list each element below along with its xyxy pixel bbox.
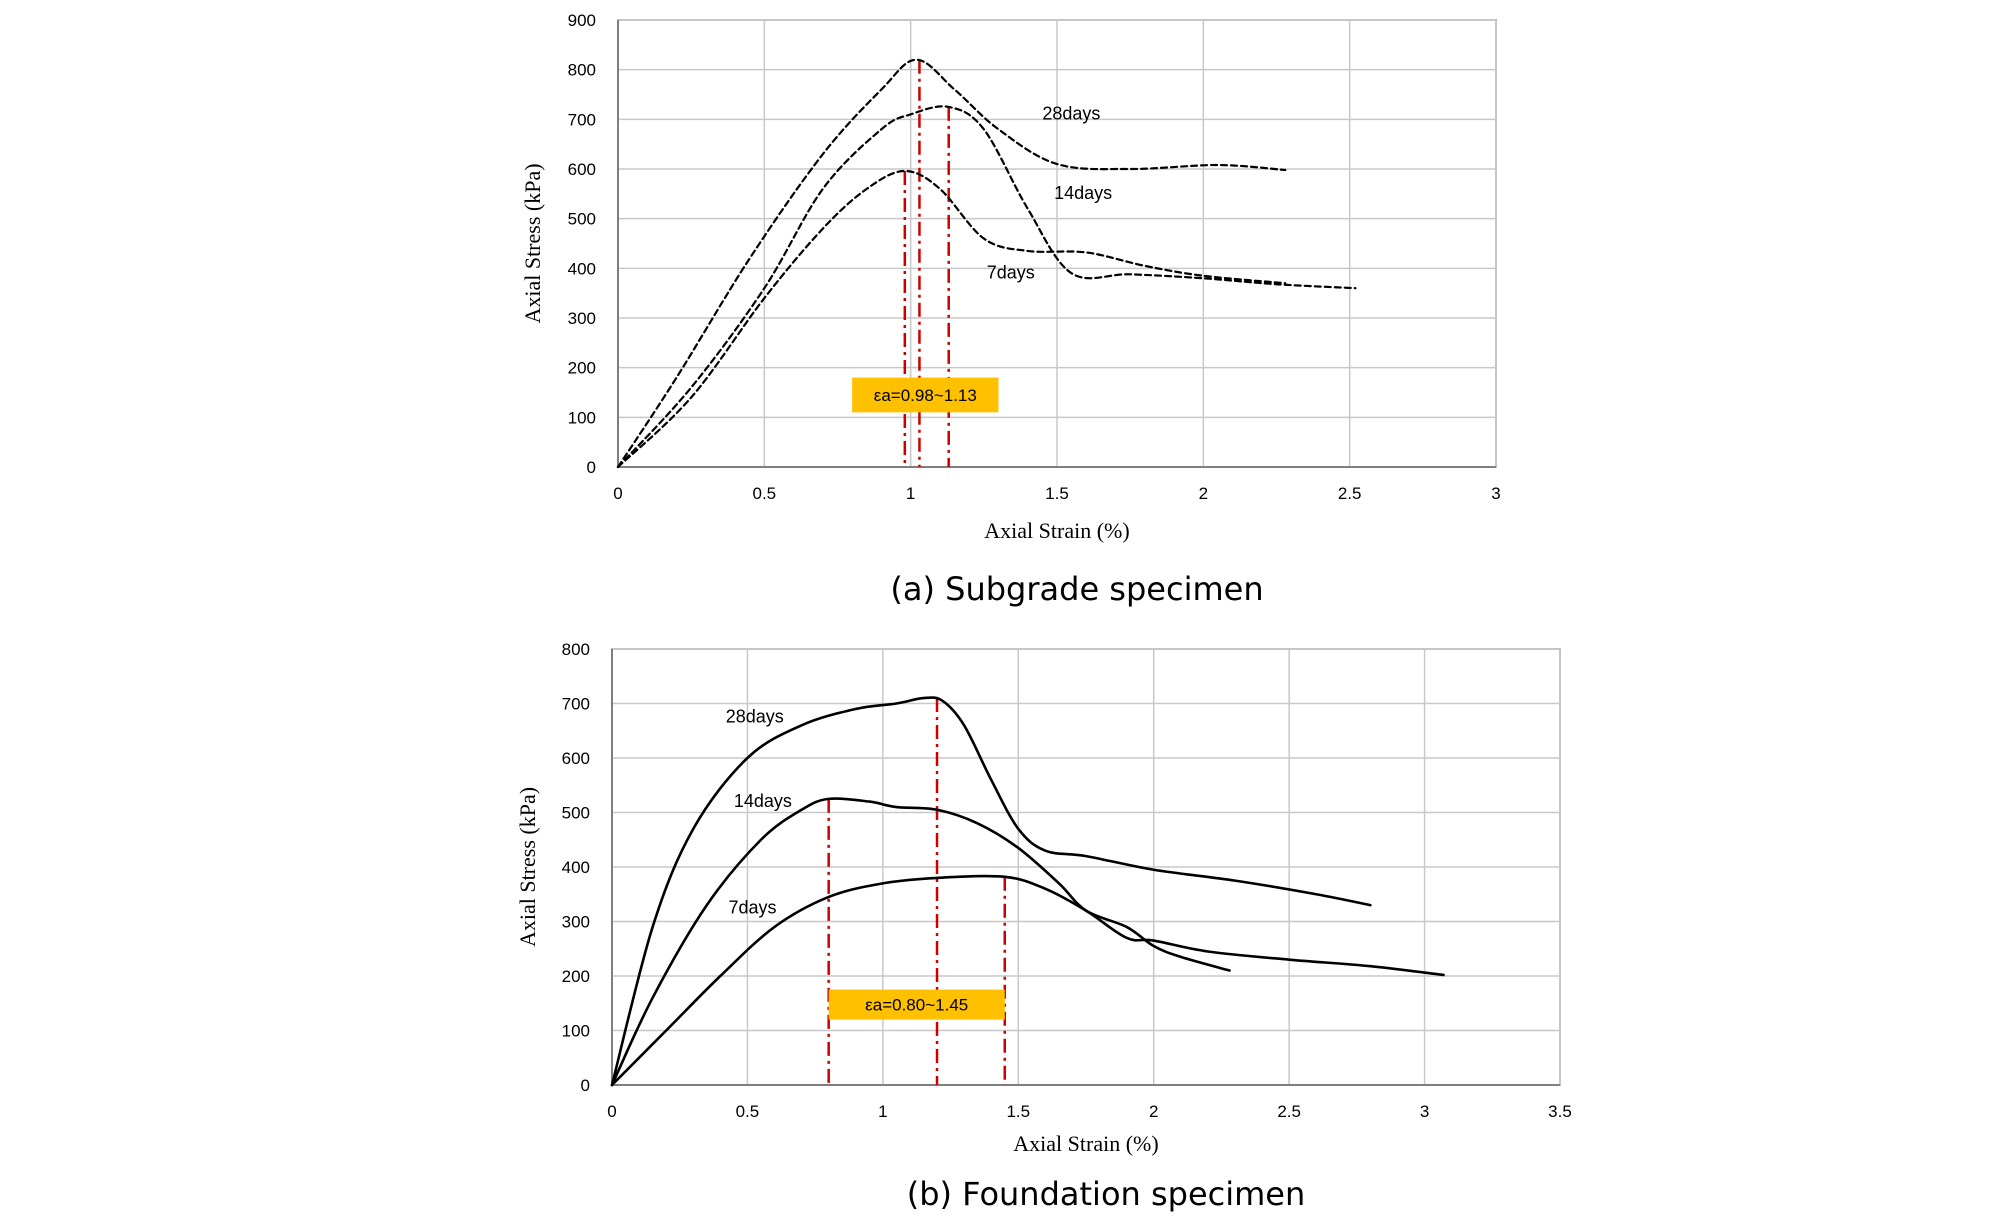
series-label: 7days (728, 897, 776, 917)
y-tick-label: 500 (568, 210, 596, 229)
figure-caption: (a) Subgrade specimen (890, 570, 1263, 608)
y-tick-label: 800 (562, 640, 590, 659)
series-label: 14days (734, 791, 792, 811)
y-axis-label: Axial Stress (kPa) (515, 787, 540, 947)
x-tick-label: 1.5 (1006, 1102, 1030, 1121)
series-line-14days (616, 105, 1357, 469)
x-tick-label: 2.5 (1338, 484, 1362, 503)
strain-range-box (852, 377, 999, 413)
series-label: 14days (1054, 183, 1112, 203)
y-tick-label: 200 (568, 359, 596, 378)
strain-range-label: εa=0.80~1.45 (865, 996, 968, 1015)
y-tick-label: 100 (568, 408, 596, 427)
y-tick-label: 0 (581, 1076, 590, 1095)
y-tick-label: 100 (562, 1022, 590, 1041)
y-tick-label: 300 (562, 913, 590, 932)
x-tick-label: 1 (906, 484, 915, 503)
x-tick-label: 0 (607, 1102, 616, 1121)
series-line-28days (616, 58, 1287, 469)
series-line-7days (616, 169, 1287, 469)
y-tick-label: 300 (568, 309, 596, 328)
y-tick-label: 0 (587, 458, 596, 477)
x-tick-label: 3 (1420, 1102, 1429, 1121)
y-tick-label: 600 (562, 749, 590, 768)
x-tick-label: 2 (1149, 1102, 1158, 1121)
x-tick-label: 1.5 (1045, 484, 1069, 503)
x-axis-label: Axial Strain (%) (1013, 1131, 1158, 1156)
series-label: 28days (1042, 103, 1100, 123)
y-tick-label: 400 (562, 858, 590, 877)
x-tick-label: 0.5 (753, 484, 777, 503)
y-tick-label: 700 (562, 695, 590, 714)
figure-caption: (b) Foundation specimen (907, 1175, 1306, 1213)
series-line-7days (610, 874, 1445, 1087)
series-label: 28days (726, 707, 784, 727)
y-tick-label: 200 (562, 967, 590, 986)
x-tick-label: 2 (1199, 484, 1208, 503)
x-tick-label: 2.5 (1277, 1102, 1301, 1121)
y-tick-label: 500 (562, 804, 590, 823)
x-tick-label: 0.5 (736, 1102, 760, 1121)
y-tick-label: 600 (568, 160, 596, 179)
y-tick-label: 900 (568, 11, 596, 30)
strain-range-box (828, 989, 1005, 1020)
x-tick-label: 1 (878, 1102, 887, 1121)
y-axis-label: Axial Stress (kPa) (520, 163, 545, 323)
chart-foundation: 0 0.5 1 1.5 2 2.5 3 3.5 0 100 200 300 400 500 600 700 80… (515, 640, 1572, 1213)
x-axis-label: Axial Strain (%) (984, 518, 1129, 543)
x-tick-label: 0 (613, 484, 622, 503)
series-line-14days (610, 797, 1231, 1087)
y-tick-label: 800 (568, 61, 596, 80)
chart-subgrade: 0 0.5 1 1.5 2 2.5 3 0 100 200 300 400 500 600 700 800 90… (520, 11, 1501, 608)
y-tick-label: 400 (568, 259, 596, 278)
series-line-28days (610, 696, 1372, 1087)
strain-range-label: εa=0.98~1.13 (874, 386, 977, 405)
x-tick-label: 3 (1491, 484, 1500, 503)
y-tick-label: 700 (568, 110, 596, 129)
x-tick-label: 3.5 (1548, 1102, 1572, 1121)
series-label: 7days (987, 262, 1035, 282)
